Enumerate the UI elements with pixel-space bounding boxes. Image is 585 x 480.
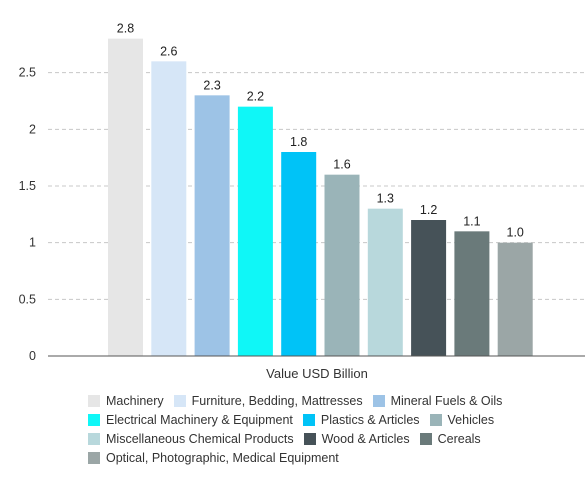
bar (411, 220, 447, 356)
data-label: 2.3 (203, 78, 220, 92)
legend-label: Miscellaneous Chemical Products (106, 431, 294, 446)
data-label: 1.6 (333, 158, 350, 172)
data-label: 1.1 (463, 214, 480, 228)
data-labels: 2.8 2.6 2.3 2.2 1.8 1.6 1.3 1.2 1.1 1.0 (117, 22, 524, 240)
legend-swatch (88, 394, 100, 407)
legend-item: Mineral Fuels & Oils (372, 393, 503, 408)
legend-item: Miscellaneous Chemical Products (88, 431, 294, 446)
legend-item: Vehicles (429, 412, 495, 427)
data-label: 1.2 (420, 203, 437, 217)
legend-item: Cereals (419, 431, 481, 446)
legend-label: Electrical Machinery & Equipment (106, 412, 293, 427)
legend-swatch (419, 432, 432, 445)
data-label: 2.6 (160, 44, 177, 58)
legend-label: Mineral Fuels & Oils (390, 393, 503, 408)
legend-swatch (372, 394, 385, 407)
bar (194, 95, 230, 356)
legend-label: Machinery (106, 393, 164, 408)
x-axis-label: Value USD Billion (266, 366, 368, 381)
legend-label: Vehicles (447, 412, 495, 427)
y-tick-label: 2.5 (19, 66, 36, 80)
legend-item: Machinery (88, 393, 164, 408)
legend-item: Optical, Photographic, Medical Equipment (88, 450, 339, 465)
grid-lines (48, 72, 585, 300)
legend-swatch (303, 432, 316, 445)
legend-item: Plastics & Articles (302, 412, 420, 427)
bar (367, 208, 403, 356)
bar (237, 106, 273, 357)
legend-swatch (173, 394, 186, 407)
legend-swatch (88, 451, 100, 464)
bars (108, 38, 533, 357)
y-tick-label: 1.5 (19, 179, 36, 193)
legend-swatch (88, 432, 100, 445)
bar (324, 174, 360, 356)
bar (151, 61, 187, 356)
y-axis-ticks: 0 0.5 1 1.5 2 2.5 (19, 66, 36, 363)
legend-label: Cereals (437, 431, 481, 446)
legend-swatch (429, 413, 442, 426)
bar (281, 152, 317, 356)
legend-label: Optical, Photographic, Medical Equipment (106, 450, 339, 465)
data-label: 1.8 (290, 135, 307, 149)
legend-item: Wood & Articles (303, 431, 410, 446)
legend-item: Electrical Machinery & Equipment (88, 412, 293, 427)
bar (497, 242, 533, 356)
y-tick-label: 2 (29, 122, 36, 136)
y-tick-label: 1 (29, 236, 36, 250)
legend-swatch (302, 413, 315, 426)
y-tick-label: 0.5 (19, 292, 36, 306)
data-label: 2.8 (117, 22, 134, 36)
legend-swatch (88, 413, 100, 426)
bar (108, 38, 143, 357)
data-label: 1.3 (377, 192, 394, 206)
y-tick-label: 0 (29, 349, 36, 363)
legend-label: Furniture, Bedding, Mattresses (191, 393, 363, 408)
legend-label: Wood & Articles (321, 431, 410, 446)
bar (454, 231, 490, 356)
legend: Machinery Furniture, Bedding, Mattresses M… (88, 393, 558, 465)
data-label: 1.0 (507, 226, 524, 240)
legend-item: Furniture, Bedding, Mattresses (173, 393, 363, 408)
data-label: 2.2 (247, 90, 264, 104)
legend-label: Plastics & Articles (320, 412, 420, 427)
